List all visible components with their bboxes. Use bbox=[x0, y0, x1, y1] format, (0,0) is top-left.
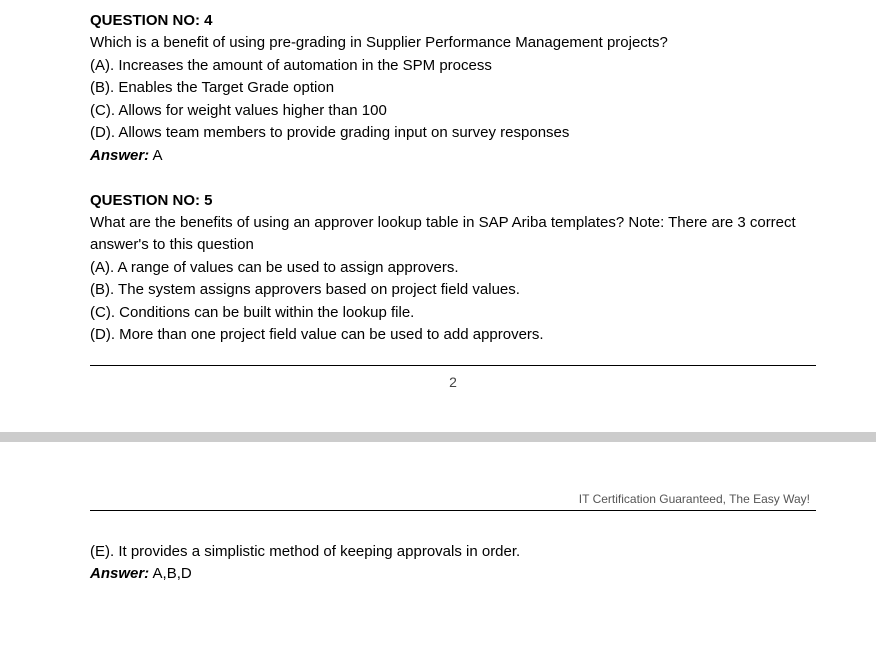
page-break-separator bbox=[0, 432, 876, 442]
page-footer-rule bbox=[90, 365, 816, 366]
question-5-option-c: (C). Conditions can be built within the … bbox=[90, 302, 816, 325]
question-4-answer-label: Answer: bbox=[90, 147, 149, 164]
question-5-answer-line: Answer: A,B,D bbox=[90, 565, 816, 582]
question-5-option-b: (B). The system assigns approvers based … bbox=[90, 279, 816, 302]
question-4-answer-value: A bbox=[149, 147, 162, 164]
question-5-option-a: (A). A range of values can be used to as… bbox=[90, 257, 816, 280]
question-4-option-c: (C). Allows for weight values higher tha… bbox=[90, 100, 816, 123]
question-5-title: QUESTION NO: 5 bbox=[90, 192, 816, 209]
question-5-prompt: What are the benefits of using an approv… bbox=[90, 212, 816, 257]
question-4-answer-line: Answer: A bbox=[90, 147, 816, 164]
question-4-block: QUESTION NO: 4 Which is a benefit of usi… bbox=[90, 12, 816, 164]
page-header-rule bbox=[90, 510, 816, 511]
question-4-prompt: Which is a benefit of using pre-grading … bbox=[90, 32, 816, 55]
question-5-block-continued: (E). It provides a simplistic method of … bbox=[90, 541, 816, 587]
header-tagline: IT Certification Guaranteed, The Easy Wa… bbox=[90, 492, 816, 506]
question-5-block-top: QUESTION NO: 5 What are the benefits of … bbox=[90, 192, 816, 347]
page-number: 2 bbox=[90, 374, 816, 390]
question-5-option-e: (E). It provides a simplistic method of … bbox=[90, 541, 816, 564]
question-4-option-a: (A). Increases the amount of automation … bbox=[90, 55, 816, 78]
question-5-answer-value: A,B,D bbox=[149, 565, 192, 582]
question-5-option-d: (D). More than one project field value c… bbox=[90, 324, 816, 347]
question-5-answer-label: Answer: bbox=[90, 565, 149, 582]
question-4-title: QUESTION NO: 4 bbox=[90, 12, 816, 29]
question-4-option-b: (B). Enables the Target Grade option bbox=[90, 77, 816, 100]
question-4-option-d: (D). Allows team members to provide grad… bbox=[90, 122, 816, 145]
